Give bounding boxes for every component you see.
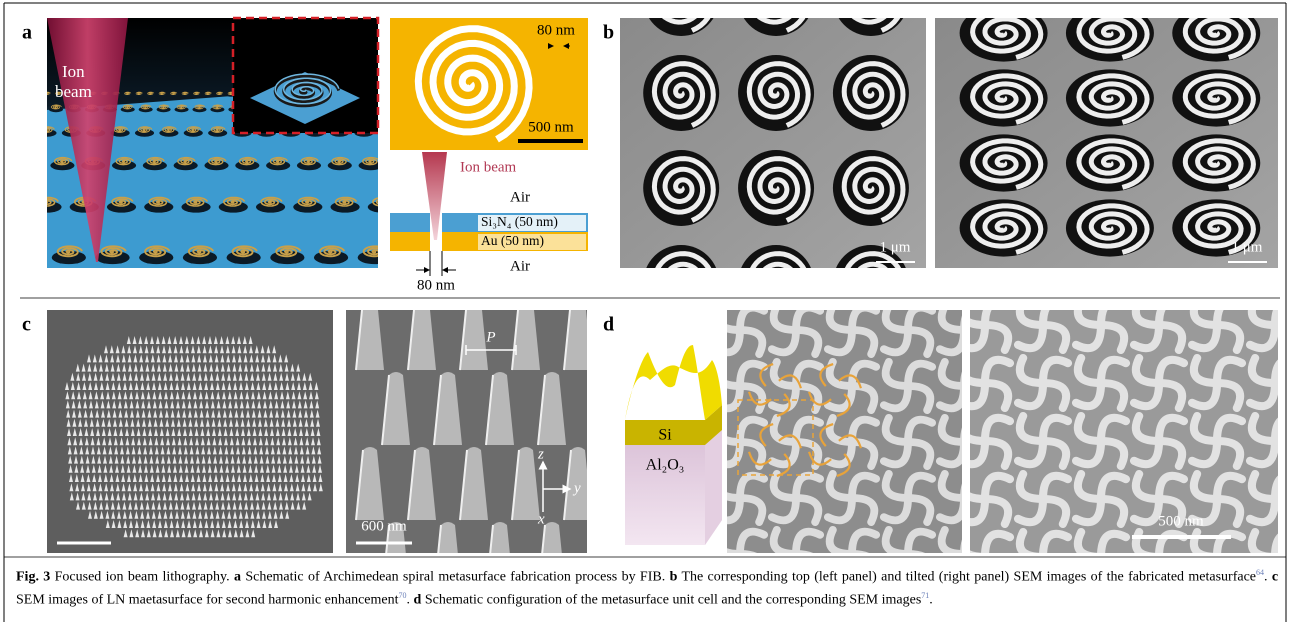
caption-text: Schematic configuration of the metasurfa… — [425, 593, 921, 608]
hole — [368, 201, 397, 212]
medium-label: Air — [510, 189, 530, 205]
caption-title: Focused ion beam lithography. — [55, 570, 230, 585]
caption-part-label: d — [414, 593, 422, 608]
caption-text: Schematic of Archimedean spiral metasurf… — [245, 570, 665, 585]
gap-label: 80 nm — [537, 22, 575, 38]
axis-label: z — [537, 446, 544, 462]
medium-label: Air — [510, 258, 530, 274]
scale-bar-label: 500 nm — [1158, 513, 1204, 529]
layer-label: Au (50 nm) — [481, 233, 544, 248]
scale-bar-label: 600 nm — [361, 518, 407, 534]
layer-label: Al₂O₃ — [646, 457, 685, 474]
disc — [738, 245, 814, 321]
si-top — [625, 345, 722, 420]
sem-tilted-view — [960, 300, 1290, 582]
sem-tilted — [935, 4, 1278, 268]
al2o3-side — [705, 430, 722, 545]
caption-part-label: c — [1272, 570, 1278, 585]
figure: 80 nm 500 nm Ion beam Air Si₃N₄ (50 nm) … — [0, 0, 1290, 624]
period-label: P — [485, 329, 495, 345]
layer-label: Si₃N₄ (50 nm) — [481, 214, 558, 229]
figure-label: Fig. 3 — [16, 570, 50, 585]
ion-beam-label: Ion — [62, 62, 85, 81]
pinwheel-arm — [1275, 534, 1290, 557]
panel-label: c — [22, 314, 31, 336]
panel-label: d — [603, 314, 614, 336]
panel-label: a — [22, 22, 32, 44]
sem-top-view — [716, 306, 988, 578]
disc — [643, 245, 719, 321]
caption-text: SEM images of LN maetasurface for second… — [16, 593, 399, 608]
unit-cell-schematic: Si Al₂O₃ — [625, 345, 722, 545]
inset — [233, 18, 378, 133]
scale-bar-label: 500 nm — [528, 119, 574, 135]
axis-label: x — [537, 511, 545, 527]
disc — [833, 245, 909, 321]
axis-label: y — [572, 480, 581, 496]
reference: 70 — [399, 591, 407, 600]
spiral-line — [654, 254, 713, 316]
ion-beam-label: beam — [55, 82, 92, 101]
reference: 71 — [921, 591, 929, 600]
spiral-cone — [394, 158, 411, 165]
sem-pillars — [346, 297, 618, 595]
gap-label: 80 nm — [417, 277, 455, 293]
sem-array — [47, 310, 333, 553]
reference: 64 — [1256, 568, 1264, 577]
layer-si3n4 — [390, 213, 430, 232]
ion-beam-label: Ion beam — [460, 159, 517, 175]
pinwheel-arm — [1275, 476, 1290, 499]
pillar-edge — [590, 375, 597, 445]
spiral-line — [749, 254, 808, 316]
sem-top — [620, 0, 926, 321]
caption: Fig. 3 Focused ion beam lithography. a S… — [16, 564, 1278, 610]
spiral-cone — [364, 246, 388, 256]
pinwheel-arm — [1275, 302, 1290, 325]
pillar — [590, 372, 618, 445]
scale-bar-label: 1 μm — [1232, 239, 1263, 255]
layer-au — [390, 232, 430, 251]
panel-label: b — [603, 22, 614, 44]
caption-part-label: a — [234, 570, 241, 585]
hole — [389, 161, 413, 170]
pinwheel-arm — [1275, 418, 1290, 441]
caption-part-label: b — [670, 570, 678, 585]
scale-bar-label: 1 μm — [880, 239, 911, 255]
page: 80 nm 500 nm Ion beam Air Si₃N₄ (50 nm) … — [0, 0, 1290, 624]
caption-text: The corresponding top (left panel) and t… — [681, 570, 1256, 585]
spiral-cone — [373, 198, 394, 207]
pinwheel-arm — [1275, 360, 1290, 383]
layer-label: Si — [658, 427, 672, 444]
